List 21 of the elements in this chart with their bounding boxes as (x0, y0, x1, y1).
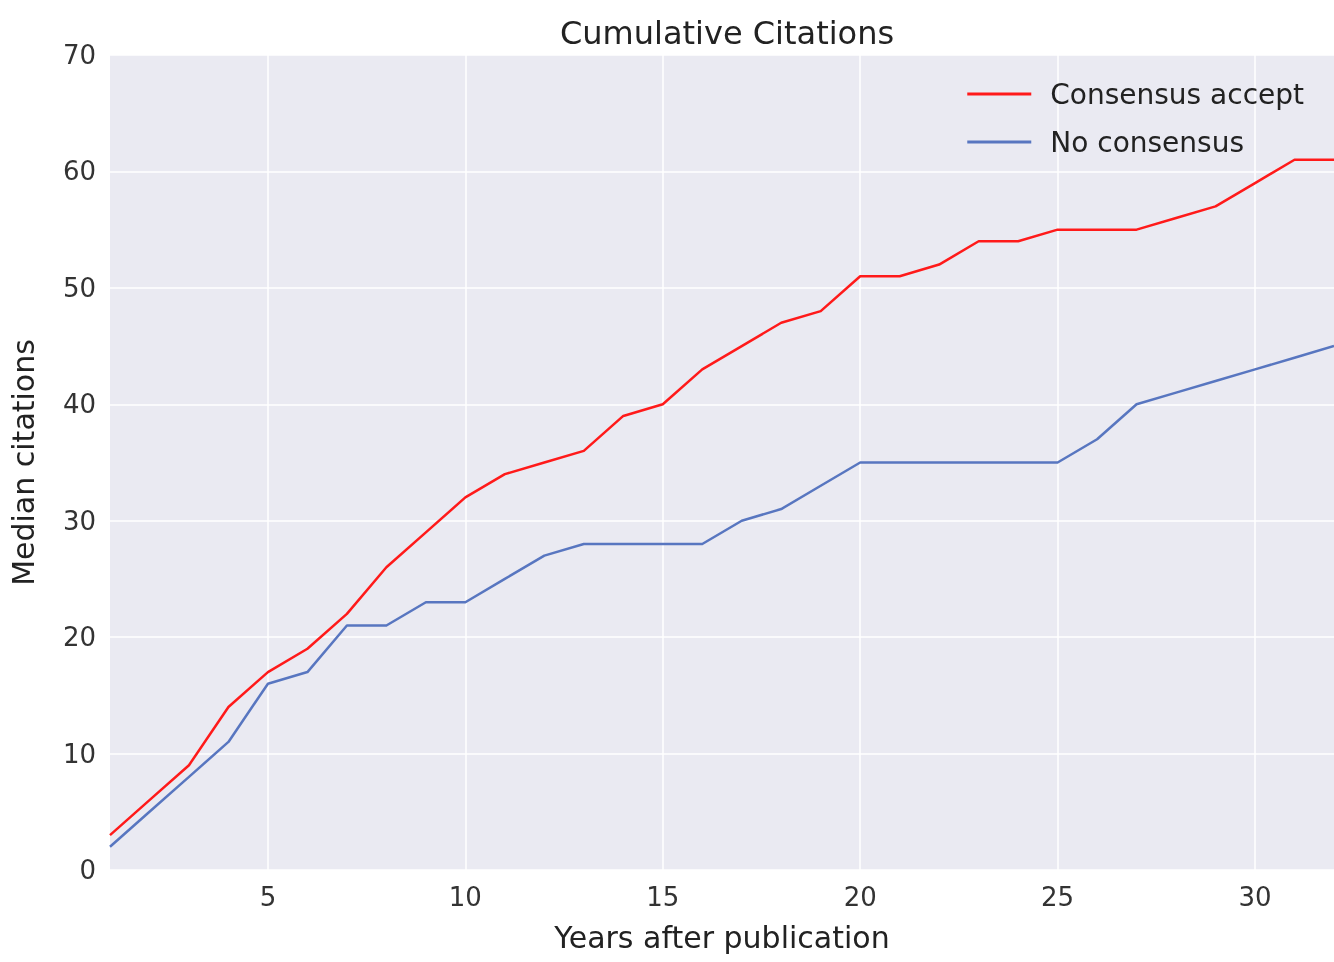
y-tick-label: 50 (62, 272, 96, 303)
y-tick-label: 70 (62, 40, 96, 70)
legend-label: No consensus (1050, 125, 1244, 159)
x-tick-label: 15 (646, 882, 680, 912)
x-tick-label: 30 (1238, 882, 1272, 912)
y-tick-label: 40 (62, 389, 96, 420)
x-tick-label: 10 (448, 882, 482, 912)
y-tick-label: 10 (62, 738, 96, 769)
y-tick-label: 0 (79, 855, 96, 885)
y-tick-label: 30 (62, 505, 96, 536)
line-series (108, 344, 1334, 848)
x-tick-label: 5 (259, 882, 277, 912)
y-axis-title: Median citations (5, 339, 41, 586)
y-tick-label: 20 (62, 622, 96, 653)
chart-title: Cumulative Citations (559, 14, 895, 52)
x-tick-label: 20 (843, 882, 877, 912)
legend-label: Consensus accept (1050, 77, 1305, 111)
x-tick-label: 25 (1041, 882, 1075, 912)
x-axis-title: Years after publication (553, 919, 890, 955)
line-series (108, 158, 1334, 837)
y-tick-label: 60 (62, 156, 96, 187)
